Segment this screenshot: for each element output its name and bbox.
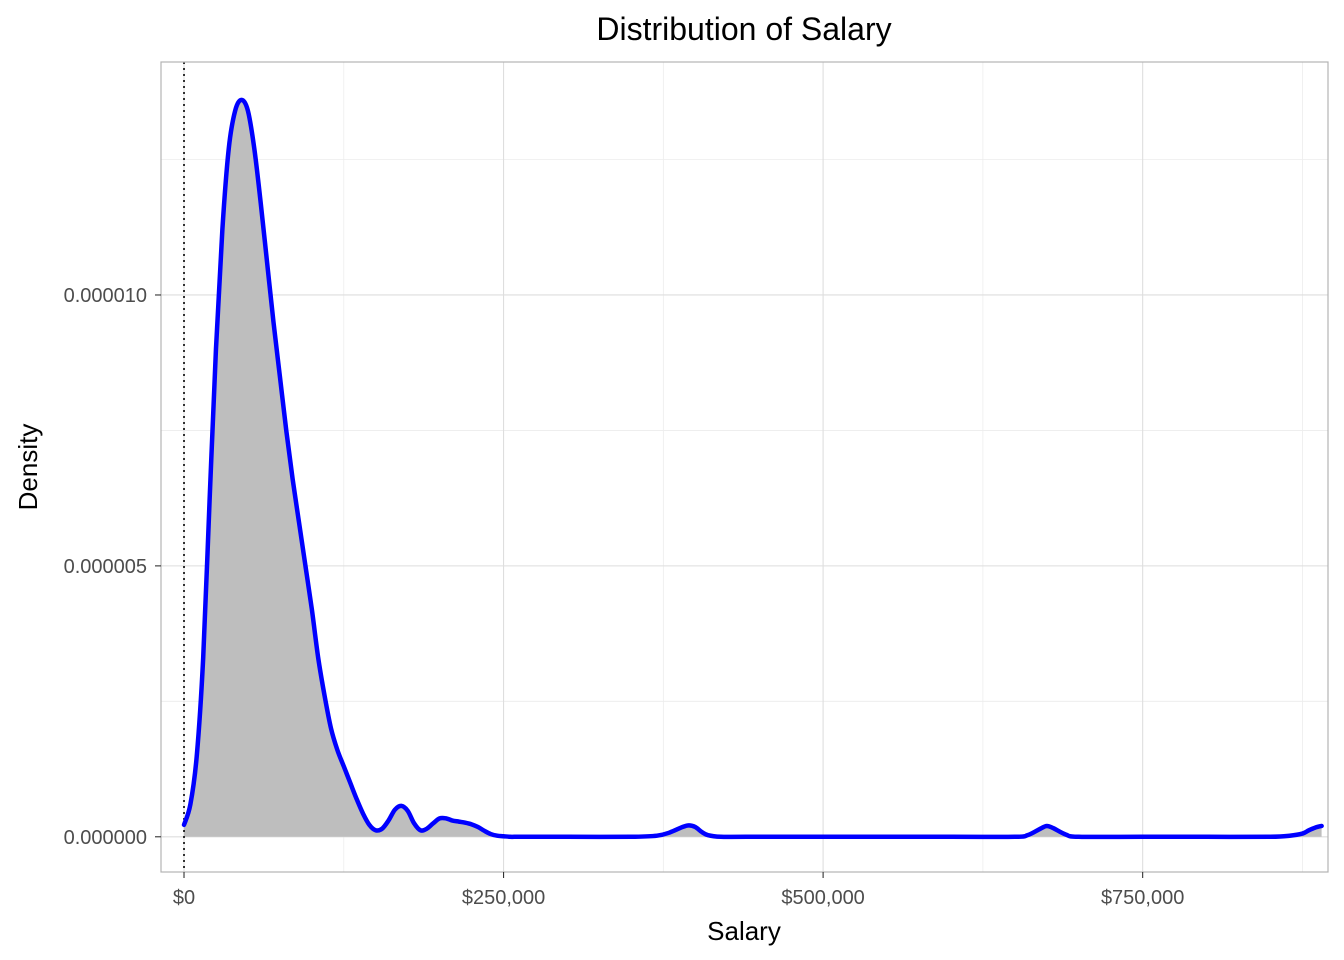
y-axis-title: Density [13,424,43,511]
x-tick-label: $0 [173,887,195,909]
major-gridlines [161,62,1328,872]
x-tick-label: $250,000 [462,887,545,909]
y-tick-label: 0.000005 [64,556,147,578]
y-tick-label: 0.000010 [64,285,147,307]
y-axis-ticks: 0.000000 0.000005 0.000010 [64,285,161,849]
chart-title: Distribution of Salary [596,11,891,47]
x-axis-title: Salary [707,916,781,946]
x-tick-label: $500,000 [781,887,864,909]
density-area [184,99,1322,837]
density-line [181,97,1324,840]
y-tick-label: 0.000000 [64,827,147,849]
x-axis-ticks: $0 $250,000 $500,000 $750,000 [173,872,1184,909]
minor-gridlines [161,62,1328,872]
plot-panel-border [160,61,1329,873]
x-tick-label: $750,000 [1101,887,1184,909]
